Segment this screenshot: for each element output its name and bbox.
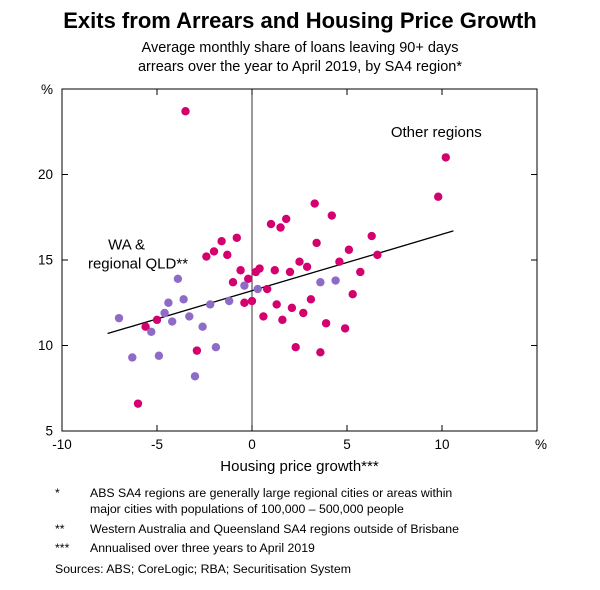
data-point-other-regions: [285, 267, 295, 276]
footnote-3-text: Annualised over three years to April 201…: [90, 541, 315, 556]
footnote-3-marker: ***: [55, 541, 70, 556]
data-point-other-regions: [348, 289, 357, 299]
data-point-other-regions: [278, 315, 287, 324]
data-point-wa-regional-qld: [160, 308, 169, 317]
data-point-wa-regional-qld: [206, 299, 215, 309]
annotation-regional-qld: regional QLD**: [88, 255, 188, 272]
annotation-other-regions: Other regions: [391, 124, 482, 141]
x-tick-label: 5: [343, 437, 351, 452]
data-point-other-regions: [202, 252, 211, 261]
data-point-other-regions: [321, 318, 331, 328]
data-point-wa-regional-qld: [173, 274, 183, 283]
footnote-1-text: ABS SA4 regions are generally large regi…: [90, 485, 572, 518]
chart-title: Exits from Arrears and Housing Price Gro…: [63, 8, 537, 33]
data-point-wa-regional-qld: [211, 342, 221, 352]
data-point-other-regions: [255, 264, 264, 273]
data-point-other-regions: [282, 214, 291, 223]
data-point-other-regions: [263, 284, 272, 293]
data-point-other-regions: [232, 233, 241, 242]
data-point-other-regions: [244, 274, 253, 283]
data-point-other-regions: [306, 294, 316, 304]
footnote-2-text: Western Australia and Queensland SA4 reg…: [90, 521, 459, 536]
data-point-other-regions: [133, 399, 143, 408]
footnote-3: *** Annualised over three years to April…: [55, 540, 572, 556]
data-point-other-regions: [287, 303, 297, 312]
data-point-other-regions: [276, 222, 285, 232]
y-axis-unit: %: [41, 82, 53, 97]
x-axis-unit: %: [535, 437, 547, 452]
data-point-wa-regional-qld: [147, 327, 156, 336]
data-point-wa-regional-qld: [164, 298, 173, 307]
chart-subtitle-line-2: arrears over the year to April 2019, by …: [137, 58, 462, 75]
chart-subtitle-line-1: Average monthly share of loans leaving 9…: [141, 40, 459, 56]
data-point-wa-regional-qld: [198, 322, 207, 331]
data-point-other-regions: [266, 219, 276, 228]
data-point-other-regions: [272, 299, 281, 309]
x-tick-label: -5: [151, 437, 163, 452]
footnote-1-line-2: major cities with populations of 100,000…: [90, 502, 404, 517]
footnote-1-line-1: ABS SA4 regions are generally large regi…: [90, 485, 453, 500]
x-tick-label: -10: [52, 437, 72, 452]
y-tick-label: 20: [38, 167, 53, 182]
data-point-other-regions: [181, 106, 190, 116]
footnote-1-marker: *: [55, 485, 60, 500]
data-point-wa-regional-qld: [316, 277, 325, 287]
data-point-other-regions: [247, 296, 257, 305]
data-point-other-regions: [441, 152, 450, 162]
data-point-other-regions: [344, 245, 354, 254]
y-tick-label: 5: [45, 423, 53, 438]
footnote-2-marker: **: [55, 521, 65, 536]
data-point-wa-regional-qld: [190, 371, 200, 381]
scatter-chart: -10 -5 0 5 10 5 10 15 20%% Other regions WA & regio…: [38, 82, 547, 475]
sources-line: Sources: ABS; CoreLogic; RBA; Securitisa…: [55, 561, 351, 576]
y-tick-label: 15: [38, 252, 53, 267]
footnote-2: ** Western Australia and Queensland SA4 …: [55, 521, 572, 537]
data-point-wa-regional-qld: [331, 276, 340, 285]
data-point-other-regions: [295, 257, 304, 266]
data-point-other-regions: [367, 231, 376, 240]
data-point-other-regions: [152, 315, 162, 324]
data-point-other-regions: [434, 192, 443, 201]
data-point-other-regions: [316, 347, 325, 357]
data-point-other-regions: [340, 323, 350, 333]
data-point-wa-regional-qld: [179, 294, 188, 304]
data-point-other-regions: [217, 236, 226, 246]
data-point-other-regions: [259, 311, 268, 321]
data-point-wa-regional-qld: [128, 352, 137, 362]
data-point-other-regions: [327, 211, 336, 220]
data-point-other-regions: [141, 322, 150, 331]
data-point-other-regions: [299, 308, 308, 317]
data-point-other-regions: [228, 277, 238, 287]
data-point-wa-regional-qld: [253, 284, 262, 293]
data-point-wa-regional-qld: [114, 313, 124, 323]
data-point-other-regions: [236, 265, 245, 275]
data-point-other-regions: [335, 257, 344, 266]
annotation-wa: WA &: [108, 236, 145, 253]
data-point-other-regions: [312, 238, 321, 247]
x-tick-label: 10: [434, 437, 449, 452]
data-point-other-regions: [240, 298, 249, 307]
data-point-other-regions: [302, 262, 312, 271]
data-point-wa-regional-qld: [185, 311, 194, 321]
x-tick-label: 0: [248, 437, 256, 452]
chart-subtitle: Average monthly share of loans leaving 9…: [0, 39, 600, 77]
x-axis-title: Housing price growth***: [220, 458, 379, 475]
data-point-wa-regional-qld: [154, 351, 164, 360]
data-point-other-regions: [270, 265, 279, 275]
y-tick-label: 10: [38, 338, 53, 353]
data-point-wa-regional-qld: [240, 281, 249, 290]
data-point-other-regions: [373, 250, 382, 259]
footnote-1: * ABS SA4 regions are generally large re…: [55, 485, 572, 518]
data-point-other-regions: [291, 342, 300, 352]
data-point-other-regions: [192, 346, 202, 355]
data-point-wa-regional-qld: [225, 296, 234, 305]
data-point-wa-regional-qld: [168, 317, 177, 326]
data-point-other-regions: [356, 267, 365, 276]
data-point-other-regions: [310, 199, 319, 208]
footnotes: * ABS SA4 regions are generally large re…: [0, 479, 600, 577]
data-point-other-regions: [223, 250, 232, 259]
data-point-other-regions: [209, 246, 219, 256]
